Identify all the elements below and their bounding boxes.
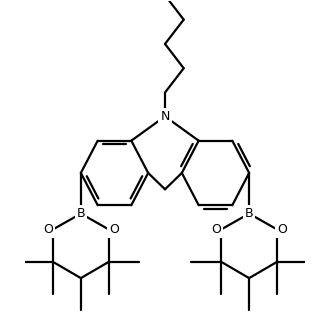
Text: B: B [245,207,253,220]
Text: N: N [160,110,170,123]
Text: B: B [77,207,85,220]
Text: O: O [211,223,221,236]
Text: O: O [109,223,119,236]
Text: O: O [43,223,53,236]
Text: O: O [277,223,287,236]
